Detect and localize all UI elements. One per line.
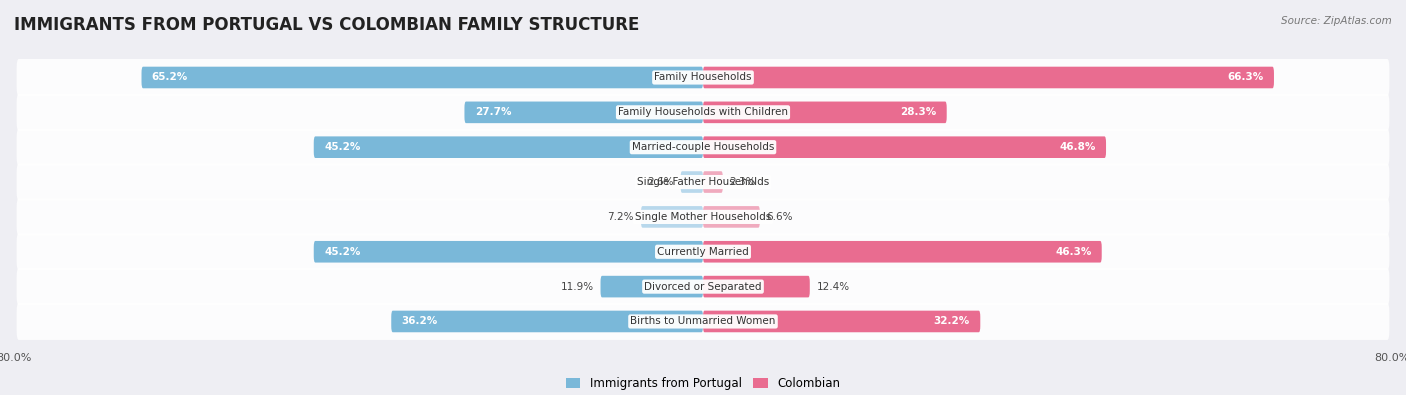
FancyBboxPatch shape	[17, 94, 1389, 131]
Text: 2.6%: 2.6%	[647, 177, 673, 187]
FancyBboxPatch shape	[703, 276, 810, 297]
Text: 46.8%: 46.8%	[1059, 142, 1095, 152]
FancyBboxPatch shape	[703, 67, 1274, 88]
FancyBboxPatch shape	[17, 268, 1389, 305]
Text: Family Households with Children: Family Households with Children	[619, 107, 787, 117]
FancyBboxPatch shape	[600, 276, 703, 297]
FancyBboxPatch shape	[703, 102, 946, 123]
Text: 66.3%: 66.3%	[1227, 73, 1264, 83]
Text: Single Mother Households: Single Mother Households	[636, 212, 770, 222]
FancyBboxPatch shape	[17, 59, 1389, 96]
FancyBboxPatch shape	[314, 136, 703, 158]
Text: 45.2%: 45.2%	[325, 247, 360, 257]
FancyBboxPatch shape	[314, 241, 703, 263]
Text: 12.4%: 12.4%	[817, 282, 849, 292]
FancyBboxPatch shape	[703, 241, 1102, 263]
Text: 28.3%: 28.3%	[900, 107, 936, 117]
FancyBboxPatch shape	[703, 310, 980, 332]
FancyBboxPatch shape	[703, 136, 1107, 158]
Text: Single Father Households: Single Father Households	[637, 177, 769, 187]
FancyBboxPatch shape	[703, 171, 723, 193]
FancyBboxPatch shape	[17, 303, 1389, 340]
Text: Currently Married: Currently Married	[657, 247, 749, 257]
Text: 27.7%: 27.7%	[475, 107, 512, 117]
Text: Births to Unmarried Women: Births to Unmarried Women	[630, 316, 776, 326]
Text: 36.2%: 36.2%	[402, 316, 437, 326]
Text: 32.2%: 32.2%	[934, 316, 970, 326]
Text: IMMIGRANTS FROM PORTUGAL VS COLOMBIAN FAMILY STRUCTURE: IMMIGRANTS FROM PORTUGAL VS COLOMBIAN FA…	[14, 16, 640, 34]
Text: 6.6%: 6.6%	[766, 212, 793, 222]
Text: Family Households: Family Households	[654, 73, 752, 83]
FancyBboxPatch shape	[703, 206, 759, 228]
FancyBboxPatch shape	[17, 129, 1389, 166]
FancyBboxPatch shape	[17, 164, 1389, 201]
Text: 46.3%: 46.3%	[1054, 247, 1091, 257]
FancyBboxPatch shape	[681, 171, 703, 193]
FancyBboxPatch shape	[17, 233, 1389, 270]
Text: 65.2%: 65.2%	[152, 73, 188, 83]
Text: 45.2%: 45.2%	[325, 142, 360, 152]
Text: Divorced or Separated: Divorced or Separated	[644, 282, 762, 292]
Text: Source: ZipAtlas.com: Source: ZipAtlas.com	[1281, 16, 1392, 26]
FancyBboxPatch shape	[391, 310, 703, 332]
FancyBboxPatch shape	[464, 102, 703, 123]
Text: 7.2%: 7.2%	[607, 212, 634, 222]
FancyBboxPatch shape	[17, 198, 1389, 235]
Legend: Immigrants from Portugal, Colombian: Immigrants from Portugal, Colombian	[561, 372, 845, 395]
FancyBboxPatch shape	[142, 67, 703, 88]
FancyBboxPatch shape	[641, 206, 703, 228]
Text: 11.9%: 11.9%	[561, 282, 593, 292]
Text: 2.3%: 2.3%	[730, 177, 756, 187]
Text: Married-couple Households: Married-couple Households	[631, 142, 775, 152]
